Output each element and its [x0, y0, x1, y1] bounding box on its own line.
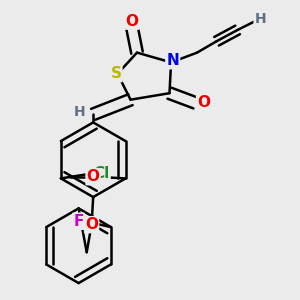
- Text: H: H: [74, 105, 85, 119]
- Text: S: S: [110, 66, 122, 81]
- Text: H: H: [254, 12, 266, 26]
- Text: O: O: [85, 217, 98, 232]
- Text: N: N: [166, 53, 179, 68]
- Text: Cl: Cl: [93, 166, 110, 181]
- Text: O: O: [87, 169, 100, 184]
- Text: O: O: [126, 14, 139, 28]
- Text: O: O: [197, 95, 210, 110]
- Text: F: F: [73, 214, 84, 229]
